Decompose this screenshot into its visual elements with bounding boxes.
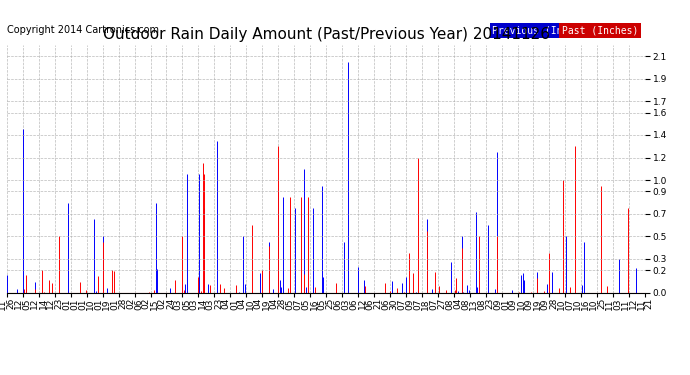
Title: Outdoor Rain Daily Amount (Past/Previous Year) 20141126: Outdoor Rain Daily Amount (Past/Previous… — [103, 27, 549, 42]
Text: Past (Inches): Past (Inches) — [562, 25, 638, 35]
Text: Copyright 2014 Cartronics.com: Copyright 2014 Cartronics.com — [7, 25, 159, 35]
Text: Previous (Inches): Previous (Inches) — [493, 25, 592, 35]
